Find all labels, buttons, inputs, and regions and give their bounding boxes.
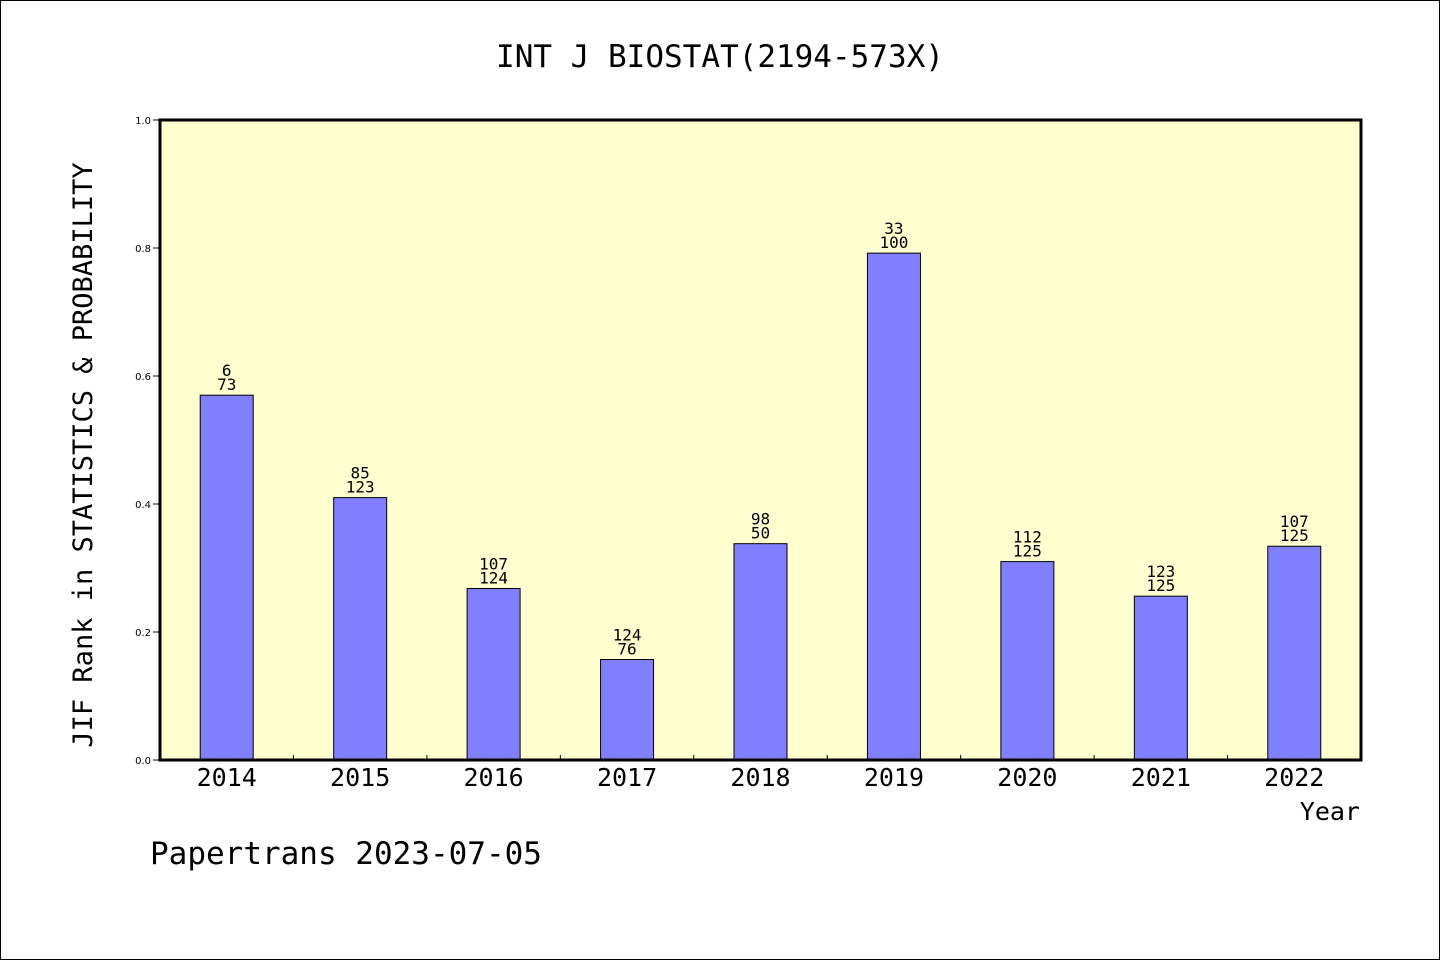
bar-label-top: 33 <box>884 219 903 238</box>
bar-label-top: 112 <box>1013 528 1042 547</box>
x-tick-label: 2021 <box>1131 763 1191 792</box>
bar-label-top: 98 <box>751 510 770 529</box>
bar-label-bottom: 124 <box>479 568 508 587</box>
bar-2017[interactable] <box>600 659 655 761</box>
x-tick-label: 2017 <box>597 763 657 792</box>
chart-title: INT J BIOSTAT(2194-573X) <box>496 39 944 75</box>
x-tick-label: 2019 <box>864 763 924 792</box>
y-tick-label: 0.0 <box>135 756 151 767</box>
bar-label-bottom: 125 <box>1280 526 1309 545</box>
y-tick-label: 0.4 <box>135 500 151 511</box>
bar-label-bottom: 50 <box>751 524 770 543</box>
bar-2021[interactable] <box>1133 595 1188 761</box>
x-tick-label: 2016 <box>464 763 524 792</box>
y-tick-label: 0.6 <box>135 372 151 383</box>
bar-label-top: 107 <box>1280 512 1309 531</box>
bar-2018[interactable] <box>733 543 788 761</box>
x-tick-label: 2014 <box>197 763 257 792</box>
y-tick-label: 0.2 <box>135 628 151 639</box>
footer-stamp: Papertrans 2023-07-05 <box>150 836 542 872</box>
y-tick-label: 0.8 <box>135 244 151 255</box>
bar-2014[interactable] <box>199 394 254 761</box>
bar-2022[interactable] <box>1267 545 1322 761</box>
bar-label-bottom: 123 <box>346 478 375 497</box>
plot-border <box>158 118 1363 762</box>
bar-label-bottom: 73 <box>217 375 236 394</box>
bar-label-top: 6 <box>222 361 232 380</box>
y-axis-label: JIF Rank in STATISTICS & PROBABILITY <box>68 162 99 747</box>
bar-label-bottom: 100 <box>879 233 908 252</box>
x-tick-label: 2022 <box>1264 763 1324 792</box>
bar-label-top: 123 <box>1146 562 1175 581</box>
bar-label-bottom: 125 <box>1146 576 1175 595</box>
x-axis-label: Year <box>1300 797 1360 826</box>
bar-2016[interactable] <box>466 587 521 761</box>
bar-2019[interactable] <box>866 252 921 761</box>
bar-label-top: 124 <box>613 626 642 645</box>
bar-label-top: 107 <box>479 554 508 573</box>
bar-2015[interactable] <box>333 497 388 761</box>
bar-label-top: 85 <box>351 464 370 483</box>
x-tick-label: 2018 <box>730 763 790 792</box>
bar-label-bottom: 125 <box>1013 542 1042 561</box>
bar-2020[interactable] <box>1000 561 1055 761</box>
bar-label-bottom: 76 <box>617 640 636 659</box>
y-tick-label: 1.0 <box>135 116 151 127</box>
x-tick-label: 2020 <box>997 763 1057 792</box>
x-tick-label: 2015 <box>330 763 390 792</box>
